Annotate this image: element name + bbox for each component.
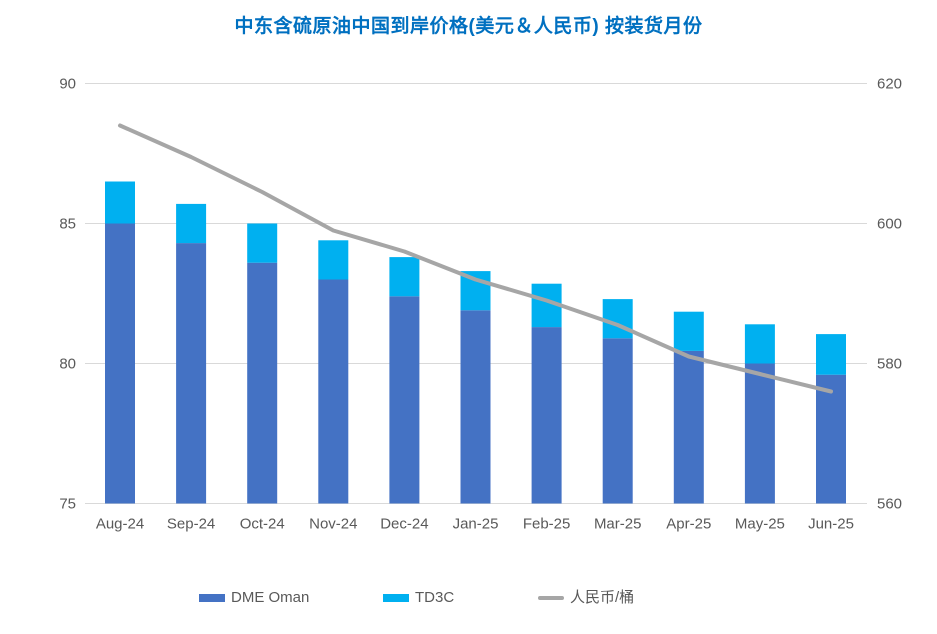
legend-item-rmb-per-barrel[interactable]: 人民币/桶: [538, 590, 634, 606]
rmb-per-barrel-line[interactable]: [118, 123, 833, 394]
bar-td3c[interactable]: [673, 311, 704, 351]
bar-td3c[interactable]: [602, 299, 633, 339]
bar-td3c[interactable]: [816, 334, 846, 375]
dme-oman-swatch-icon: [199, 594, 225, 602]
left-axis-tick-label: 90: [59, 76, 76, 93]
x-axis-category-label: Oct-24: [240, 516, 285, 533]
x-axis-category-label: May-25: [735, 516, 785, 533]
legend-item-dme-oman[interactable]: DME Oman: [199, 590, 309, 606]
bar-dme-oman[interactable]: [389, 296, 420, 504]
x-axis-category-label: Jan-25: [453, 516, 499, 533]
left-axis-tick-label: 80: [59, 356, 76, 373]
legend-label-dme-oman: DME Oman: [231, 589, 310, 606]
x-axis-category-label: Aug-24: [96, 516, 144, 533]
bar-td3c[interactable]: [176, 203, 207, 244]
x-axis-category-label: Mar-25: [594, 516, 642, 533]
bar-dme-oman[interactable]: [318, 279, 349, 504]
bar-dme-oman[interactable]: [176, 243, 207, 504]
right-axis-tick-label: 620: [877, 76, 902, 93]
x-axis-category-label: Apr-25: [666, 516, 711, 533]
bar-td3c[interactable]: [105, 181, 135, 224]
bar-dme-oman[interactable]: [105, 223, 135, 504]
x-axis-category-label: Feb-25: [523, 516, 571, 533]
right-axis-tick-label: 600: [877, 216, 902, 233]
td3c-swatch-icon: [383, 594, 409, 602]
legend-label-rmb-per-barrel: 人民币/桶: [570, 589, 635, 606]
left-axis-tick-label: 75: [59, 496, 76, 513]
bar-td3c[interactable]: [389, 257, 420, 297]
x-axis-category-label: Dec-24: [380, 516, 428, 533]
right-axis-tick-label: 580: [877, 356, 902, 373]
legend-label-td3c: TD3C: [415, 589, 455, 606]
right-axis-tick-label: 560: [877, 496, 902, 513]
x-axis-category-label: Sep-24: [167, 516, 215, 533]
legend-item-td3c[interactable]: TD3C: [383, 590, 454, 606]
bar-td3c[interactable]: [744, 324, 775, 364]
bar-dme-oman[interactable]: [673, 350, 704, 504]
bar-dme-oman[interactable]: [460, 310, 491, 504]
x-axis-category-label: Jun-25: [808, 516, 854, 533]
bar-dme-oman[interactable]: [744, 363, 775, 504]
left-axis-tick-label: 85: [59, 216, 76, 233]
bar-td3c[interactable]: [318, 240, 349, 280]
chart-title: 中东含硫原油中国到岸价格(美元＆人民币) 按装货月份: [234, 16, 703, 37]
bar-dme-oman[interactable]: [816, 374, 846, 504]
bar-td3c[interactable]: [247, 223, 278, 263]
rmb-line-swatch-icon: [538, 596, 564, 600]
bar-dme-oman[interactable]: [247, 262, 278, 504]
x-axis-category-label: Nov-24: [309, 516, 357, 533]
bar-dme-oman[interactable]: [531, 327, 562, 504]
bar-dme-oman[interactable]: [602, 338, 633, 504]
